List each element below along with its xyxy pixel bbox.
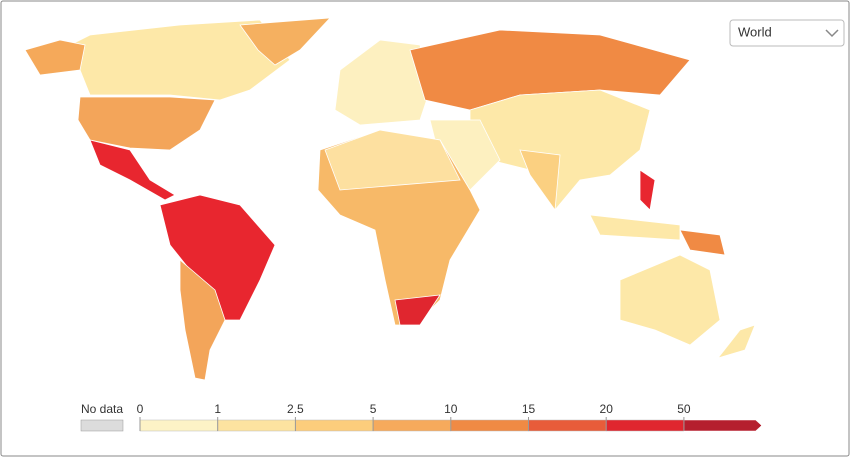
region <box>159 194 276 321</box>
legend-bin <box>683 419 762 432</box>
region <box>334 39 431 126</box>
no-data-label: No data <box>81 402 123 416</box>
legend-bin <box>372 419 452 432</box>
region <box>24 39 86 76</box>
legend-tick-label: 15 <box>522 402 536 416</box>
region <box>589 214 681 241</box>
region <box>716 324 756 359</box>
region <box>38 19 291 101</box>
region <box>519 149 561 212</box>
dropdown[interactable] <box>729 19 845 47</box>
legend-tick-label: 10 <box>444 402 458 416</box>
region <box>394 294 441 326</box>
region <box>679 229 726 256</box>
dropdown-label[interactable]: World <box>738 24 772 39</box>
legend-bin <box>217 419 296 432</box>
legend-bin <box>605 419 685 432</box>
region <box>239 17 331 66</box>
world-map <box>24 17 756 381</box>
legend-tick-label: 0 <box>137 402 144 416</box>
region <box>639 169 656 211</box>
legend-tick-label: 50 <box>677 402 691 416</box>
region <box>619 254 721 346</box>
legend-tick-label: 5 <box>370 402 377 416</box>
no-data-swatch <box>80 419 124 432</box>
legend-tick-label: 1 <box>214 402 221 416</box>
chevron <box>825 29 839 38</box>
legend-tick-label: 2.5 <box>287 402 304 416</box>
legend-bin <box>295 419 374 432</box>
region-selector[interactable]: World <box>729 19 845 47</box>
legend-bin <box>139 419 218 432</box>
legend: No data 0 1 2.5 5 10 15 20 50 <box>80 402 762 432</box>
legend-tick-label: 20 <box>600 402 614 416</box>
region <box>179 259 226 381</box>
legend-bin <box>450 419 529 432</box>
legend-bin <box>528 419 607 432</box>
region <box>324 129 461 191</box>
region <box>89 139 176 201</box>
region <box>77 96 216 151</box>
region <box>409 29 691 111</box>
